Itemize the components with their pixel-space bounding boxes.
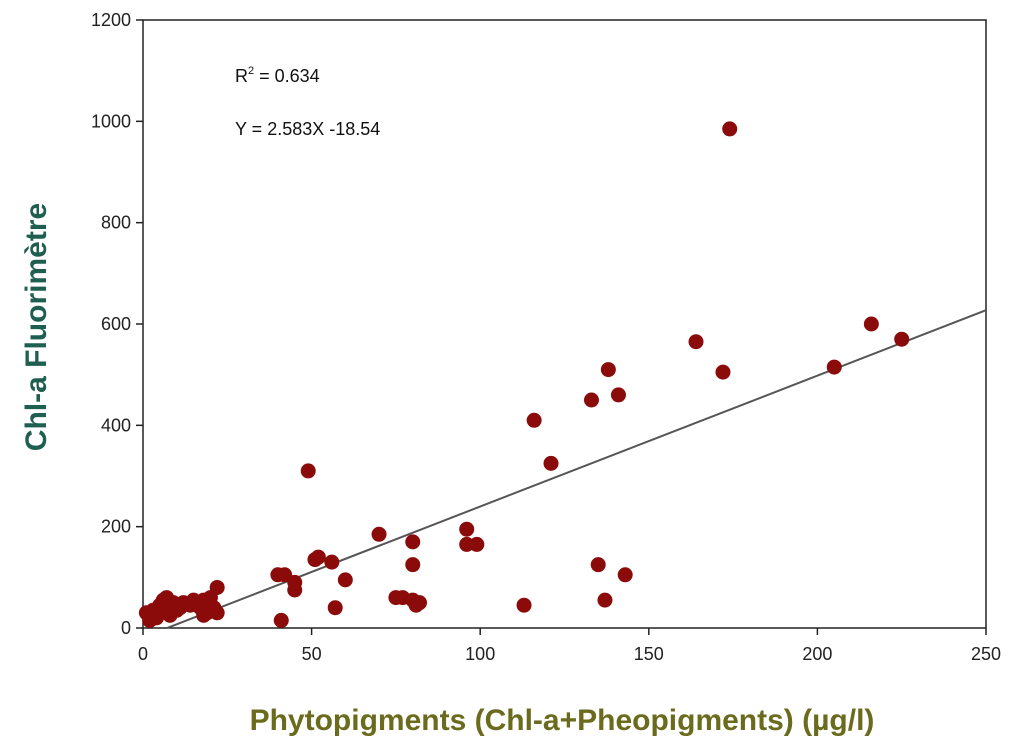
- y-axis: 0 200 400 600 800 1000 1200: [91, 10, 143, 638]
- x-tick-label: 0: [138, 644, 148, 664]
- x-tick-label: 250: [971, 644, 1001, 664]
- x-tick-label: 150: [634, 644, 664, 664]
- data-point: [273, 612, 289, 628]
- data-point: [583, 392, 599, 408]
- data-point: [863, 316, 879, 332]
- x-tick-label: 200: [802, 644, 832, 664]
- data-point: [516, 597, 532, 613]
- data-point: [371, 526, 387, 542]
- data-point: [405, 534, 421, 550]
- regression-line: [166, 309, 987, 629]
- data-point: [610, 387, 626, 403]
- data-point: [600, 362, 616, 378]
- data-point: [148, 610, 164, 626]
- data-point: [287, 582, 303, 598]
- x-tick-label: 50: [302, 644, 322, 664]
- x-axis: 0 50 100 150 200 250: [138, 628, 1001, 664]
- x-tick-label: 100: [465, 644, 495, 664]
- data-point: [688, 334, 704, 350]
- y-tick-label: 200: [101, 517, 131, 537]
- data-point: [327, 600, 343, 616]
- data-point: [715, 364, 731, 380]
- data-point: [300, 463, 316, 479]
- data-point: [459, 521, 475, 537]
- regression-equation: Y = 2.583X -18.54: [235, 119, 380, 139]
- y-axis-label: Chl-a Fluorimètre: [20, 203, 53, 451]
- data-point: [405, 557, 421, 573]
- y-tick-label: 400: [101, 415, 131, 435]
- data-point: [469, 536, 485, 552]
- data-point: [209, 605, 225, 621]
- data-point: [209, 579, 225, 595]
- data-point: [894, 331, 910, 347]
- r-squared-exponent: 2: [248, 65, 254, 77]
- data-point: [337, 572, 353, 588]
- data-point: [590, 557, 606, 573]
- r-squared-value: = 0.634: [254, 66, 320, 86]
- y-tick-label: 800: [101, 213, 131, 233]
- y-tick-label: 1000: [91, 111, 131, 131]
- data-point: [722, 121, 738, 137]
- y-tick-label: 600: [101, 314, 131, 334]
- r-squared-annotation: R2 = 0.634: [235, 65, 320, 86]
- data-point: [324, 554, 340, 570]
- data-point: [826, 359, 842, 375]
- y-tick-label: 0: [121, 618, 131, 638]
- data-point: [597, 592, 613, 608]
- data-point: [412, 595, 428, 611]
- r-squared-symbol: R: [235, 66, 248, 86]
- data-point: [310, 549, 326, 565]
- plot-frame: [142, 19, 987, 629]
- plot-area: [142, 19, 987, 629]
- data-point: [543, 455, 559, 471]
- y-tick-label: 1200: [91, 10, 131, 30]
- data-points: [138, 121, 910, 628]
- data-point: [617, 567, 633, 583]
- data-point: [526, 412, 542, 428]
- x-axis-label: Phytopigments (Chl-a+Pheopigments) (µg/l…: [250, 704, 875, 737]
